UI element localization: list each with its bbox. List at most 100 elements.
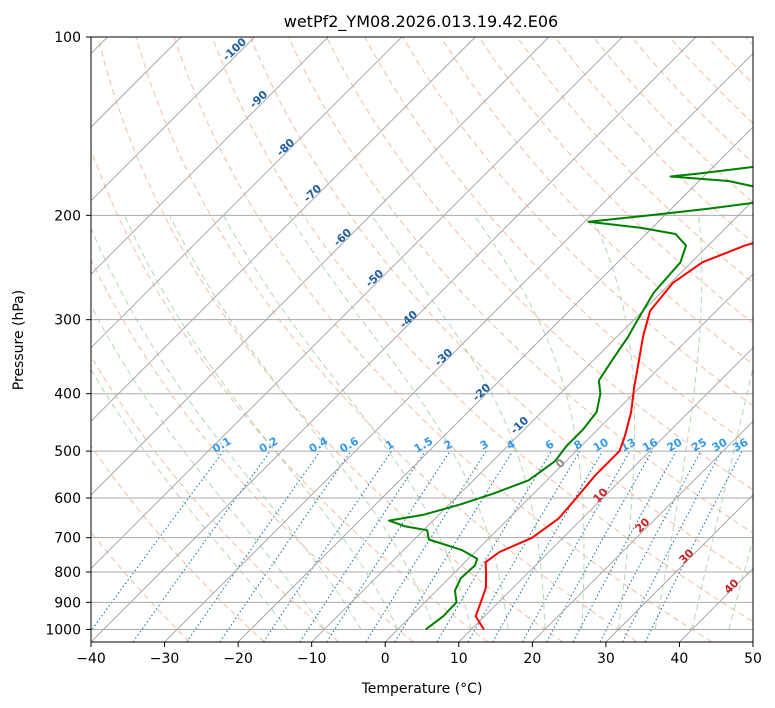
isotherm-line [531,420,753,642]
mixing-ratio-label: 0.4 [307,434,331,455]
isotherm-line [605,494,753,642]
mixing-ratio-label: 3 [478,438,491,453]
x-tick-label: 30 [597,651,615,667]
mixing-ratio-label: 20 [665,435,685,454]
temperature-profile-line [474,242,753,630]
mixing-ratio-line [326,450,451,642]
isotherm-line [237,126,753,642]
moist-adiabat-label: 10 [591,485,611,505]
mixing-ratio-line [263,450,392,642]
x-tick-label: 10 [450,651,468,667]
dry-adiabat-line [287,37,753,534]
dry-adiabat-label: -20 [470,381,494,404]
isotherm-line [91,37,329,275]
mixing-ratio-label: 30 [710,435,730,454]
dry-adiabat-label: -100 [220,35,249,64]
moist-adiabat-line [691,365,753,630]
y-tick-label: 400 [54,387,81,403]
dry-adiabat-label: -40 [397,308,421,331]
isotherm-line [679,567,753,642]
dry-adiabat-label: -60 [331,226,355,249]
isotherm-line [91,37,256,202]
dry-adiabat-label: -50 [363,267,387,290]
dry-adiabat-line [97,37,563,642]
background-lines [91,37,753,642]
dewpoint-profile-line [388,165,753,631]
mixing-ratio-line [299,450,426,642]
isotherm-line [91,37,550,496]
isotherm-line [91,37,403,349]
dry-adiabat-label: -90 [247,88,271,111]
dry-adiabat-line [554,37,753,244]
chart-title: wetPf2_YM08.2026.013.19.42.E06 [284,12,558,32]
mixing-ratio-line [644,450,743,642]
mixing-ratio-line [219,450,352,642]
mixing-ratio-line [132,450,271,642]
x-axis: −40 −30 −20 −10 0 10 20 30 40 50 [76,642,762,667]
x-tick-label: 0 [381,651,390,667]
dry-adiabat-label: -30 [432,346,456,369]
x-tick-label: 50 [744,651,762,667]
x-tick-label: −40 [76,651,106,667]
y-tick-label: 700 [54,531,81,547]
y-tick-label: 100 [54,30,81,46]
isotherm-line [164,52,753,642]
dry-adiabat-line [211,37,753,623]
dry-adiabat-line [173,37,713,642]
x-tick-label: −30 [150,651,180,667]
moist-adiabat-label: 0 [553,456,568,471]
mixing-ratio-label: 0.6 [338,434,362,455]
y-axis: 1000 900 800 700 600 500 400 300 200 100 [45,30,91,638]
isopleth-labels: -100-90-80-70-60-50-40-30-20-100.1 0.2 0.4… [210,35,750,597]
dry-adiabat-line [91,148,489,642]
moist-adiabat-label: 30 [677,546,697,566]
mixing-ratio-label: 6 [543,437,556,452]
mixing-ratio-line [365,450,487,642]
mixing-ratio-label: 10 [591,435,611,454]
mixing-ratio-line [522,450,631,642]
isotherm-line [384,273,753,642]
dry-adiabat-line [91,445,265,642]
dry-adiabat-line [707,37,753,85]
moist-adiabat-line [124,215,399,630]
grid-lines [91,36,753,630]
x-axis-title: Temperature (°C) [361,681,483,697]
profile-series [388,165,753,631]
mixing-ratio-label: 1 [383,438,396,453]
mixing-ratio-label: 25 [689,436,709,455]
mixing-ratio-line [186,450,321,642]
mixing-ratio-line [546,450,653,642]
moist-adiabat-line [91,304,325,630]
mixing-ratio-line [394,450,514,642]
x-tick-label: 40 [671,651,689,667]
x-tick-label: −10 [297,651,327,667]
y-tick-label: 500 [54,444,81,460]
y-tick-label: 900 [54,595,81,611]
dry-adiabat-line [91,258,414,642]
moist-adiabat-line [169,215,436,630]
isotherm-line [91,37,697,642]
mixing-ratio-line [467,450,581,642]
y-tick-label: 1000 [45,622,81,638]
moist-adiabat-label: 40 [722,576,742,596]
moist-adiabat-line [91,226,362,630]
isotherm-line [311,199,753,642]
dry-adiabat-label: -80 [274,136,298,159]
x-tick-label: −20 [223,651,253,667]
mixing-ratio-line [599,450,702,642]
mixing-ratio-line [91,450,224,632]
moist-adiabat-label: 20 [633,515,653,535]
mixing-ratio-label: 2 [442,438,455,453]
dry-adiabat-label: -70 [301,182,325,205]
isotherm-line [91,37,476,423]
y-axis-title: Pressure (hPa) [11,290,27,390]
y-tick-label: 800 [54,565,81,581]
isotherm-line [752,641,753,642]
x-tick-label: 20 [523,651,541,667]
y-tick-label: 600 [54,491,81,507]
y-tick-label: 300 [54,313,81,329]
dry-adiabat-line [516,37,753,284]
isotherm-line [458,347,753,642]
mixing-ratio-label: 0.1 [210,435,233,456]
